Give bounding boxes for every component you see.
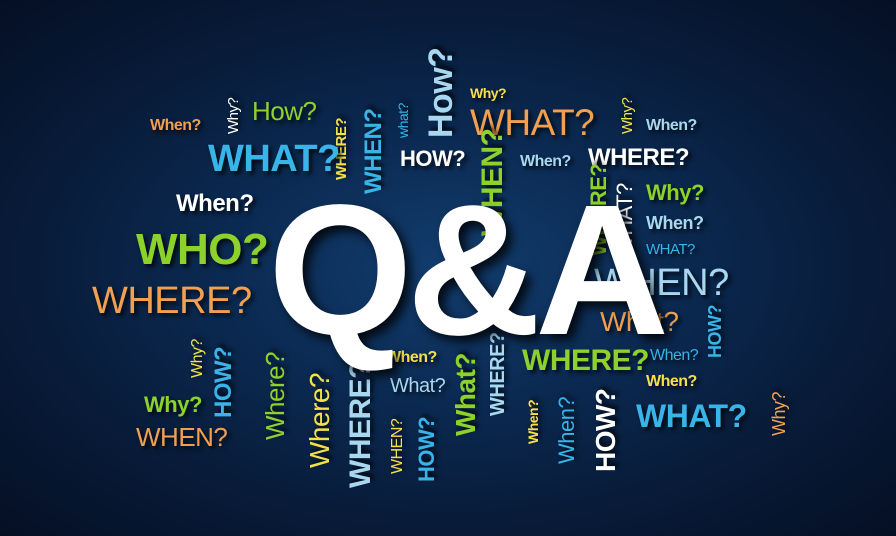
cloud-word: Why? xyxy=(189,339,206,378)
cloud-word: Why? xyxy=(619,97,636,134)
cloud-word: WHERE? xyxy=(522,344,650,377)
qa-headline: Q&A xyxy=(268,167,669,374)
cloud-word: Why? xyxy=(769,391,789,436)
cloud-word: When? xyxy=(150,117,201,134)
cloud-word: HOW? xyxy=(414,416,439,482)
cloud-word: When? xyxy=(554,396,579,464)
cloud-word: WHERE? xyxy=(588,144,690,171)
cloud-word: HOW? xyxy=(590,388,621,472)
cloud-word: When? xyxy=(650,347,699,364)
cloud-word: What? xyxy=(600,306,679,337)
cloud-word: When? xyxy=(646,117,697,134)
cloud-word: When? xyxy=(646,373,697,390)
cloud-word: HOW? xyxy=(210,346,237,418)
cloud-word: How? xyxy=(422,47,460,138)
cloud-word: WHAT? xyxy=(208,138,340,180)
cloud-word: Why? xyxy=(144,392,202,417)
cloud-word: When? xyxy=(525,399,541,444)
cloud-word: How? xyxy=(252,96,317,126)
cloud-word: When? xyxy=(520,153,571,170)
cloud-word: WHERE? xyxy=(344,361,377,488)
cloud-word: When? xyxy=(176,190,254,217)
cloud-word: Why? xyxy=(470,85,507,101)
cloud-word: HOW? xyxy=(400,146,466,171)
cloud-word: When? xyxy=(646,213,704,233)
cloud-word: WHERE? xyxy=(92,280,252,322)
cloud-word: what? xyxy=(395,103,411,138)
cloud-word: Why? xyxy=(646,180,704,205)
cloud-word: WHEN? xyxy=(594,262,729,304)
cloud-word: Why? xyxy=(225,97,242,134)
cloud-word: HOW? xyxy=(705,305,725,358)
cloud-word: WHAT? xyxy=(646,241,695,258)
cloud-word: Where? xyxy=(304,372,335,468)
cloud-word: When? xyxy=(386,349,437,366)
cloud-word: WHAT? xyxy=(636,398,747,434)
cloud-word: WHAT? xyxy=(470,102,595,143)
cloud-word: What? xyxy=(390,375,446,397)
cloud-word: WHEN? xyxy=(389,418,406,474)
cloud-word: WHO? xyxy=(136,225,269,274)
cloud-word: WHEN? xyxy=(136,422,228,452)
